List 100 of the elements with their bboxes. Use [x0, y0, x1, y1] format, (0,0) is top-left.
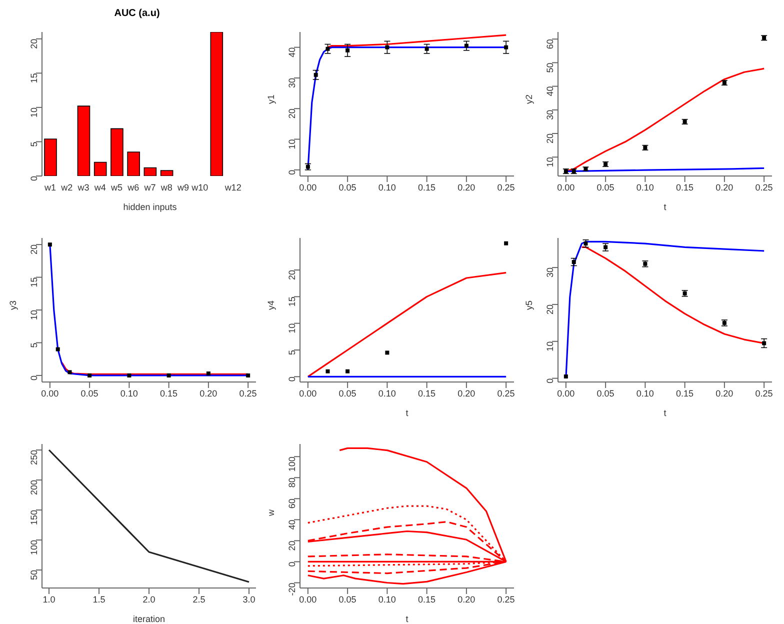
x-tick-label: w5 [110, 182, 123, 192]
x-tick-label: 0.25 [239, 388, 257, 398]
y-tick-label: 15 [29, 73, 40, 84]
x-tick-label: 0.10 [378, 182, 396, 192]
x-tick-label: w12 [224, 182, 242, 192]
x-tick-label: 0.15 [676, 182, 694, 192]
y-tick-label: 150 [29, 510, 40, 526]
y-tick-label: 10 [287, 139, 298, 150]
y-tick-label: 80 [287, 478, 298, 488]
y-axis-title: y3 [8, 300, 18, 310]
y-tick-label: 100 [29, 540, 40, 556]
x-tick-label: 0.00 [41, 388, 59, 398]
y-axis-title: y1 [266, 94, 276, 104]
x-tick-label: 3.0 [242, 594, 256, 604]
y-tick-label: 250 [29, 450, 40, 466]
x-tick-label: 1.5 [92, 594, 106, 604]
x-axis-title: t [406, 408, 409, 418]
x-tick-label: 0.05 [338, 594, 356, 604]
y-tick-label: 5 [29, 142, 40, 147]
y-tick-label: 10 [29, 310, 40, 320]
x-tick-label: 0.05 [80, 388, 98, 398]
x-tick-label: 0.25 [497, 594, 515, 604]
y-tick-label: 5 [29, 342, 40, 348]
x-tick-label: 0.25 [755, 182, 773, 192]
x-tick-label: 0.20 [200, 388, 218, 398]
y-tick-label: 0 [287, 562, 298, 567]
y-tick-label: 15 [29, 277, 40, 288]
x-tick-label: 0.25 [497, 182, 515, 192]
y-tick-label: 10 [29, 107, 40, 118]
x-tick-label: 0.20 [458, 388, 476, 398]
y-tick-label: 20 [287, 540, 298, 551]
y-tick-label: -20 [287, 582, 298, 596]
y-tick-label: 10 [545, 341, 556, 352]
y-tick-label: 20 [29, 244, 40, 255]
x-tick-label: 0.05 [338, 182, 356, 192]
x-tick-label: w1 [44, 182, 56, 192]
y-tick-label: 30 [545, 268, 556, 278]
y-tick-label: 60 [287, 498, 298, 509]
y-tick-label: 0 [287, 170, 298, 175]
y-axis-title: y2 [524, 94, 534, 104]
x-tick-label: w4 [93, 182, 106, 192]
x-axis-title: iteration [132, 614, 166, 624]
y-tick-label: 40 [545, 86, 556, 96]
y-tick-label: 30 [287, 78, 298, 88]
y-tick-label: 20 [29, 38, 40, 49]
y-tick-label: 100 [287, 456, 298, 472]
y-axis-title: w [266, 509, 276, 517]
y-tick-label: 0 [287, 376, 298, 382]
x-tick-label: 2.0 [142, 594, 156, 604]
x-tick-label: 0.15 [418, 594, 436, 604]
x-tick-label: 0.10 [636, 388, 654, 398]
x-tick-label: 0.00 [557, 388, 575, 398]
x-tick-label: 0.05 [596, 388, 614, 398]
x-tick-label: w7 [143, 182, 156, 192]
x-tick-label: w8 [160, 182, 172, 192]
x-axis-title: hidden inputs [123, 202, 178, 212]
y-tick-label: 0 [545, 378, 556, 384]
y-tick-label: 40 [287, 520, 298, 530]
x-axis-title: t [664, 202, 667, 212]
x-tick-label: w6 [126, 182, 140, 192]
y-tick-label: 20 [545, 134, 556, 144]
x-tick-label: 0.10 [378, 388, 396, 398]
x-tick-label: 0.05 [596, 182, 614, 192]
x-tick-label: 0.15 [418, 182, 436, 192]
x-tick-label: 0.00 [557, 182, 575, 192]
x-tick-label: 0.10 [378, 594, 396, 604]
x-axis-title: t [406, 614, 409, 624]
y-tick-label: 10 [545, 157, 556, 168]
y-tick-label: 50 [29, 570, 40, 580]
y-tick-label: 5 [287, 350, 298, 356]
x-tick-label: 0.00 [299, 594, 317, 604]
x-tick-label: 0.00 [299, 182, 317, 192]
x-tick-label: 0.20 [458, 182, 476, 192]
x-tick-label: 0.10 [636, 182, 654, 192]
y-tick-label: 50 [545, 62, 556, 73]
y-tick-label: 30 [545, 110, 556, 120]
chart-title: AUC (a.u) [113, 8, 161, 21]
x-tick-label: 0.20 [458, 594, 476, 604]
x-tick-label: w9 [176, 182, 189, 192]
y-tick-label: 20 [287, 270, 298, 280]
y-tick-label: 200 [29, 480, 40, 496]
y-axis-title: y4 [266, 300, 276, 310]
x-tick-label: 0.15 [160, 388, 178, 398]
x-tick-label: w3 [76, 182, 90, 192]
x-tick-label: 0.20 [716, 182, 734, 192]
x-tick-label: 0.25 [497, 388, 515, 398]
x-tick-label: 1.0 [42, 594, 56, 604]
y-tick-label: 0 [29, 176, 40, 182]
x-tick-label: w2 [60, 182, 73, 192]
x-tick-label: 0.05 [338, 388, 356, 398]
x-tick-label: 0.10 [120, 388, 138, 398]
x-axis-title: t [664, 408, 667, 418]
y-tick-label: 20 [287, 108, 298, 119]
x-tick-label: w10 [190, 182, 208, 192]
y-tick-label: 10 [287, 323, 298, 334]
x-tick-label: 0.20 [716, 388, 734, 398]
x-tick-label: 2.5 [192, 594, 206, 604]
y-axis-title: y5 [524, 300, 534, 310]
y-tick-label: 15 [287, 296, 298, 307]
x-tick-label: 0.00 [299, 388, 317, 398]
